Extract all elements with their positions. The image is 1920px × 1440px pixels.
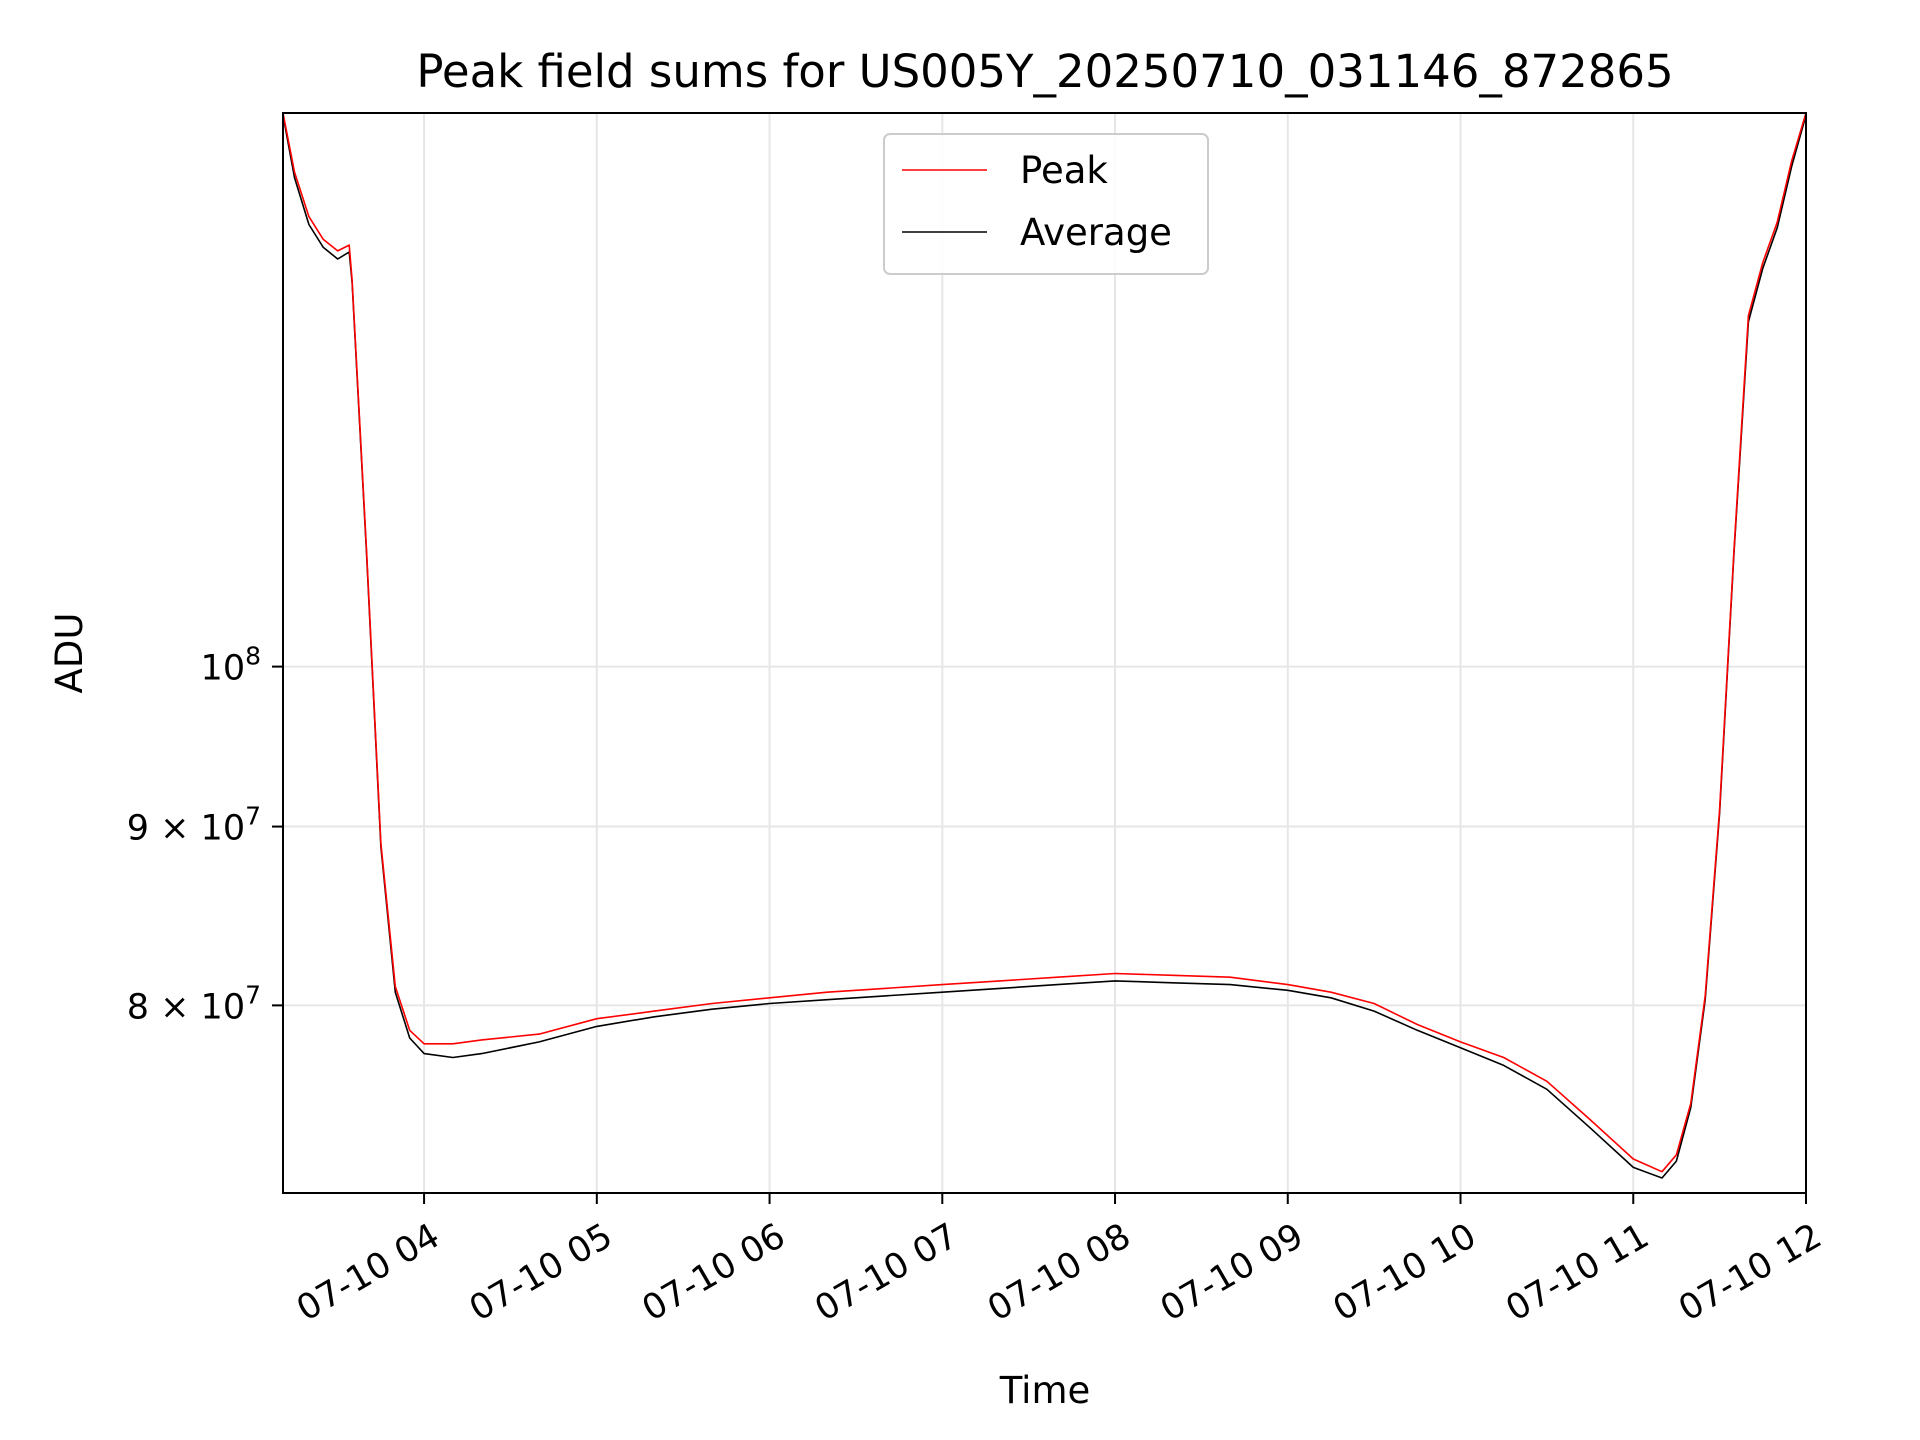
chart-title: Peak field sums for US005Y_20250710_0311…: [416, 45, 1673, 98]
series-line-peak: [282, 112, 1807, 1173]
x-axis-label: Time: [999, 1369, 1091, 1412]
y-tick-exponent: 7: [245, 802, 261, 831]
y-tick-exponent: 8: [245, 642, 261, 671]
y-tick-label: 9 × 107: [127, 802, 261, 849]
y-gridlines: [283, 665, 1806, 1007]
series-layer: [282, 112, 1807, 1179]
legend: Peak Average: [883, 133, 1209, 275]
y-axis-label: ADU: [48, 613, 91, 694]
legend-label-average: Average: [1020, 211, 1172, 254]
y-tick-exponent: 7: [245, 980, 261, 1009]
legend-label-peak: Peak: [1020, 149, 1108, 192]
plot-frame: [282, 112, 1807, 1194]
y-tick-label: 8 × 107: [127, 980, 261, 1027]
legend-box: [883, 133, 1209, 275]
